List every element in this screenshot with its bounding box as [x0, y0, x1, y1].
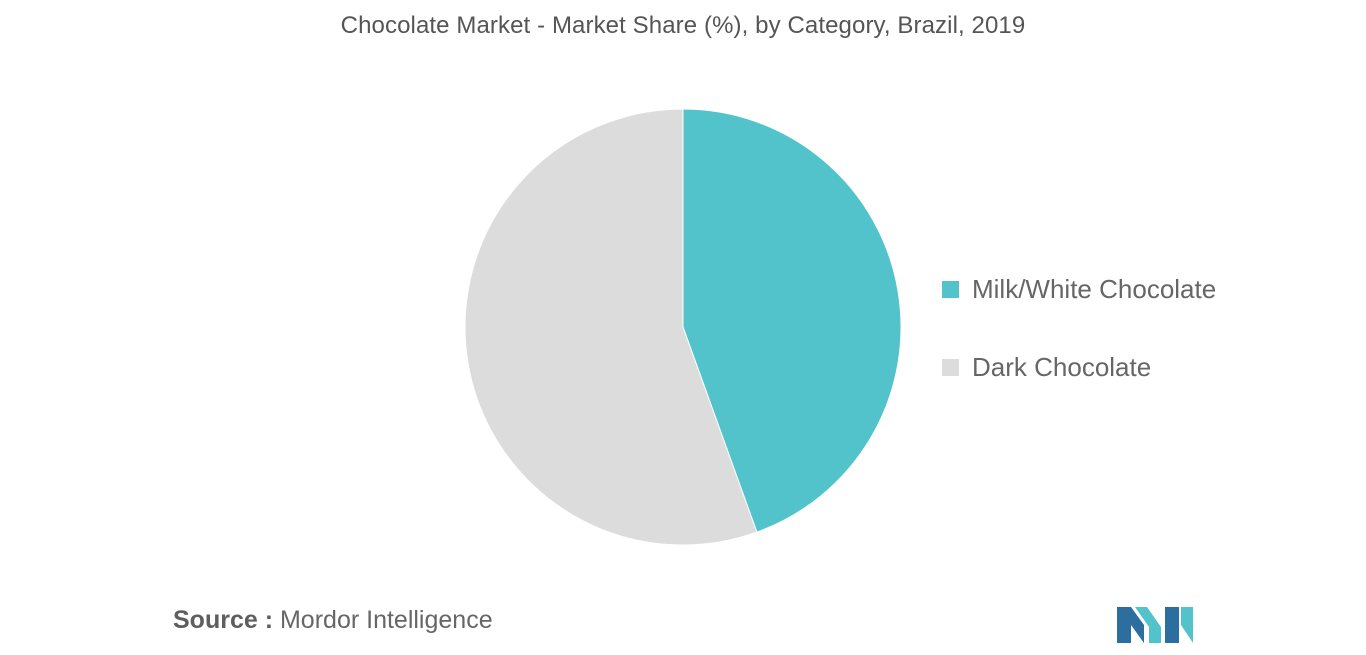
- logo-shape-middle: [1135, 607, 1161, 643]
- pie-slice-milk-white-chocolate[interactable]: [682, 108, 902, 533]
- mordor-intelligence-logo-icon: [1117, 607, 1193, 643]
- logo-shape-right: [1165, 607, 1179, 643]
- source-prefix: Source :: [173, 606, 274, 634]
- logo-shape-far-right: [1181, 607, 1193, 643]
- source-credit: Source : Mordor Intelligence: [173, 606, 493, 635]
- legend-item-milk-white-chocolate[interactable]: Milk/White Chocolate: [942, 270, 1216, 308]
- legend-swatch-dark-chocolate: [942, 358, 959, 376]
- source-text: Mordor Intelligence: [279, 606, 493, 634]
- legend-item-dark-chocolate[interactable]: Dark Chocolate: [942, 348, 1216, 386]
- logo-shape-left: [1117, 607, 1144, 643]
- pie-slices: [464, 108, 902, 546]
- pie-slice-dark-chocolate[interactable]: [464, 108, 758, 546]
- legend-label-milk-white-chocolate: Milk/White Chocolate: [972, 273, 1217, 304]
- chart-legend: Milk/White Chocolate Dark Chocolate: [942, 270, 1216, 426]
- chart-title: Chocolate Market - Market Share (%), by …: [340, 12, 1026, 39]
- legend-label-dark-chocolate: Dark Chocolate: [972, 351, 1152, 382]
- legend-swatch-milk-white-chocolate: [942, 280, 959, 298]
